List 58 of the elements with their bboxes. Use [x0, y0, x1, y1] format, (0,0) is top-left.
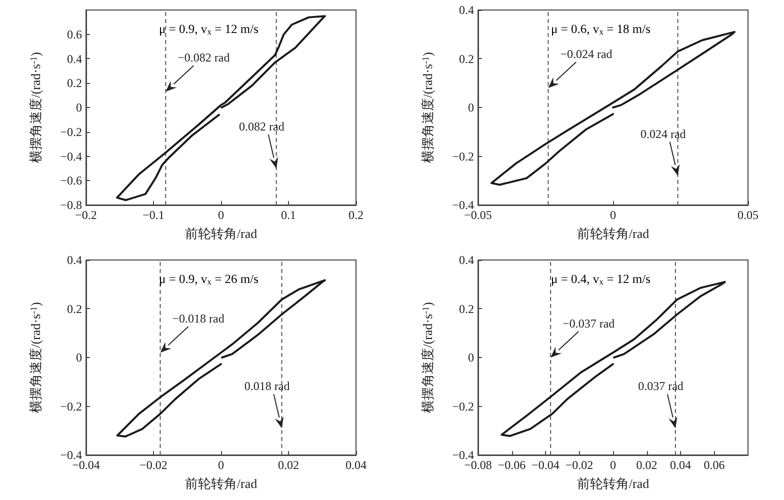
y-tick-label: 0.2: [459, 52, 474, 66]
x-tick-label: 0: [610, 458, 616, 472]
x-tick-label: −0.04: [532, 458, 560, 472]
x-axis-title: 前轮转角/rad: [576, 476, 650, 491]
y-tick-label: 0.4: [459, 253, 474, 267]
x-tick-label: 0: [218, 208, 224, 222]
y-tick-label: −0.8: [60, 198, 82, 212]
y-tick-label: 0.2: [459, 302, 474, 316]
y-tick-label: −0.6: [60, 174, 82, 188]
y-tick-label: 0.2: [67, 302, 82, 316]
y-tick-label: 0: [468, 100, 474, 114]
annotation: 0.018 rad: [244, 379, 290, 394]
annotation: −0.018 rad: [172, 312, 224, 326]
x-tick-label: 0.04: [670, 458, 691, 472]
y-axis-title: 横摆角速度/(rad·s-1): [420, 302, 435, 413]
x-axis-title: 前轮转角/rad: [184, 226, 258, 241]
y-tick-label: 0: [468, 350, 474, 364]
annotation: μ = 0.4, vx = 12 m/s: [551, 272, 651, 286]
annotation: −0.082 rad: [178, 50, 230, 65]
y-tick-label: 0.4: [67, 52, 82, 66]
x-tick-label: 0.05: [738, 208, 758, 222]
x-tick-label: 0: [610, 208, 616, 222]
y-tick-label: 0: [76, 350, 82, 364]
x-axis-title: 前轮转角/rad: [184, 476, 258, 491]
annotation: 0.082 rad: [239, 119, 284, 134]
line-series: [116, 15, 326, 202]
annotation: μ = 0.9, vx = 26 m/s: [159, 272, 259, 286]
annotation: −0.037 rad: [562, 316, 615, 330]
x-tick-label: 0.1: [281, 208, 296, 222]
y-tick-label: −0.2: [60, 124, 82, 139]
x-tick-label: 0.04: [346, 458, 366, 472]
annotation: 0.037 rad: [638, 379, 684, 394]
y-tick-label: −0.2: [60, 399, 82, 414]
y-tick-label: −0.4: [60, 149, 82, 164]
x-tick-label: 0.06: [704, 458, 725, 472]
x-tick-label: 0: [218, 458, 224, 472]
y-tick-label: 0.4: [459, 3, 474, 17]
y-tick-label: 0: [76, 100, 82, 114]
y-axis-title: 横摆角速度/(rad·s-1): [28, 302, 43, 413]
x-tick-label: 0.2: [348, 208, 364, 222]
y-tick-label: 0.2: [67, 76, 82, 90]
x-tick-label: −0.02: [565, 458, 594, 472]
y-tick-label: 0.4: [67, 253, 82, 267]
annotation: μ = 0.9, vx = 12 m/s: [159, 22, 259, 36]
y-tick-label: −0.2: [452, 399, 474, 414]
y-axis-title: 横摆角速度/(rad·s-1): [420, 52, 435, 163]
y-tick-label: −0.2: [452, 149, 474, 164]
y-tick-label: 0.6: [67, 27, 82, 42]
x-tick-label: −0.06: [498, 458, 526, 472]
x-tick-label: 0.02: [278, 458, 299, 472]
x-tick-label: −0.02: [140, 458, 168, 472]
annotation: −0.024 rad: [560, 47, 612, 61]
annotation: 0.024 rad: [640, 126, 686, 141]
x-axis-title: 前轮转角/rad: [576, 226, 650, 241]
x-tick-label: −0.1: [142, 208, 164, 222]
annotation: μ = 0.6, vx = 18 m/s: [551, 22, 651, 36]
y-axis-title: 横摆角速度/(rad·s-1): [28, 52, 43, 163]
x-tick-label: 0.02: [636, 458, 658, 472]
